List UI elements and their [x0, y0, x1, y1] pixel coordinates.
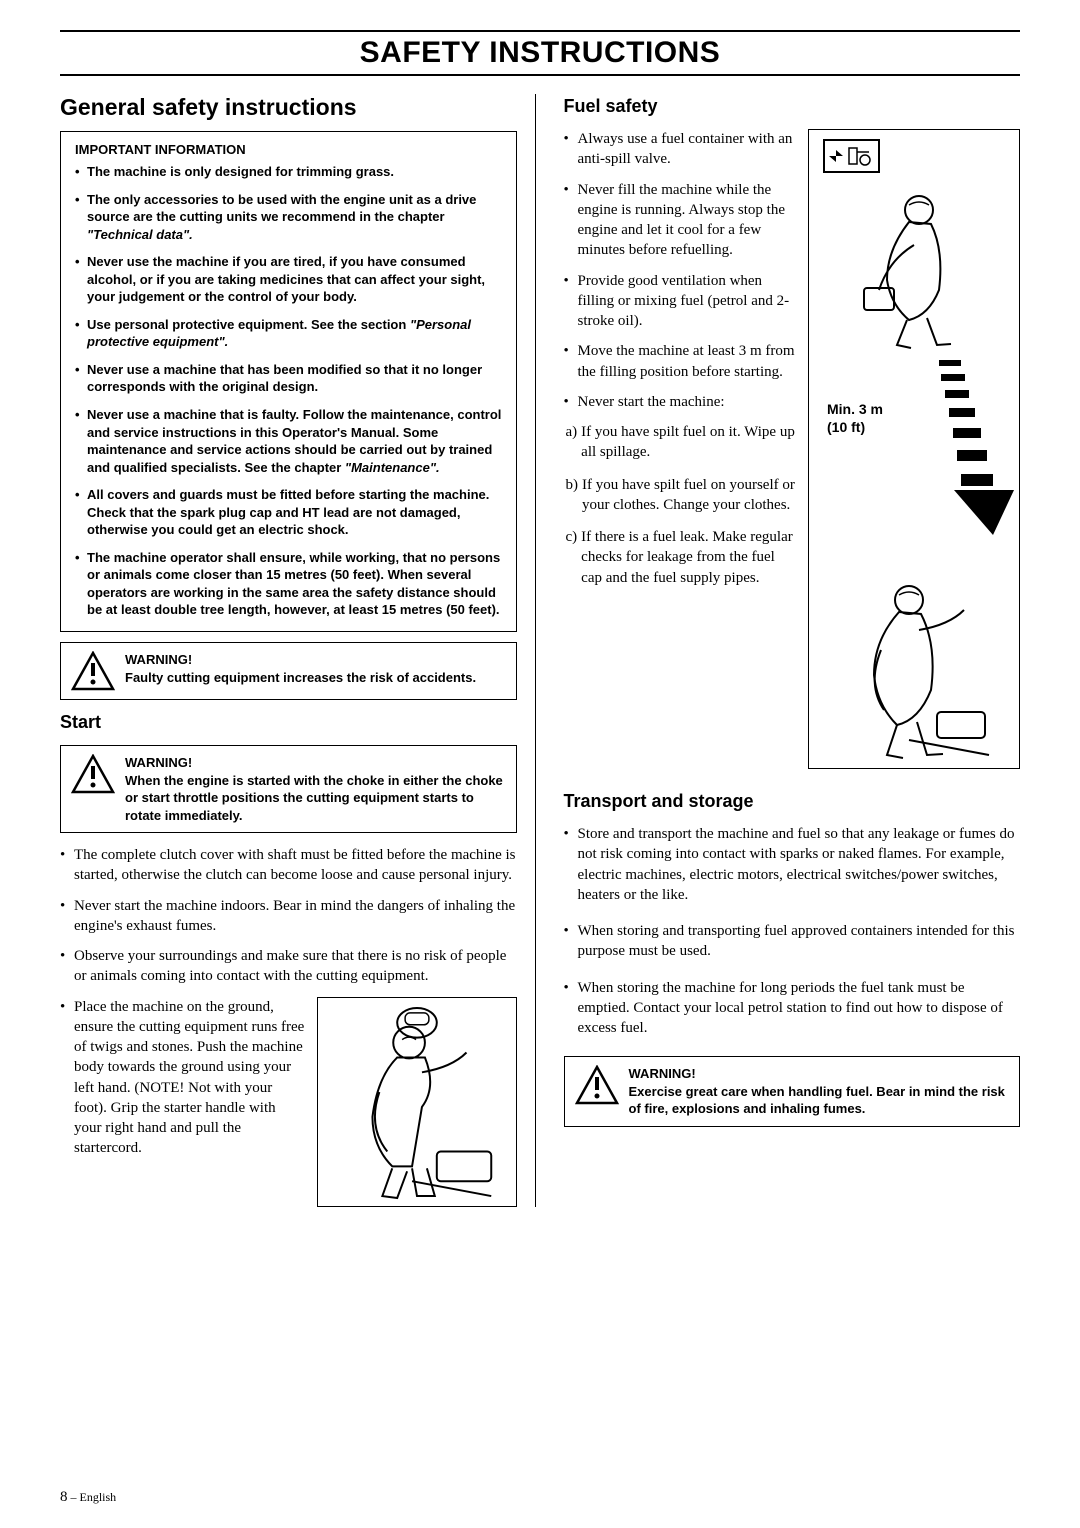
warning-box-fuel: WARNING! Exercise great care when handli… — [564, 1056, 1021, 1127]
fuel-list: Always use a fuel container with an anti… — [564, 129, 797, 412]
fuel-text-column: Always use a fuel container with an anti… — [564, 129, 797, 769]
start-item: Observe your surroundings and make sure … — [60, 946, 517, 987]
start-heading: Start — [60, 712, 517, 733]
fuel-item: Always use a fuel container with an anti… — [564, 129, 797, 170]
fuel-subitem: c)If there is a fuel leak. Make regular … — [564, 527, 797, 588]
warning-triangle-icon — [71, 754, 115, 794]
info-item: Use personal protective equipment. See t… — [75, 316, 502, 351]
start-item: Never start the machine indoors. Bear in… — [60, 896, 517, 937]
important-info-box: IMPORTANT INFORMATION The machine is onl… — [60, 131, 517, 632]
warning-triangle-icon — [71, 651, 115, 691]
person-starting-icon — [318, 997, 516, 1207]
transport-list: Store and transport the machine and fuel… — [564, 824, 1021, 1038]
info-item: Never use a machine that is faulty. Foll… — [75, 406, 502, 476]
fuel-subitem: a)If you have spilt fuel on it. Wipe up … — [564, 422, 797, 463]
right-column: Fuel safety Always use a fuel container … — [564, 94, 1021, 1207]
content-columns: General safety instructions IMPORTANT IN… — [60, 94, 1020, 1207]
start-illustration-row: Place the machine on the ground, ensure … — [60, 997, 517, 1207]
warning-text: WARNING! Exercise great care when handli… — [629, 1065, 1010, 1118]
fuel-subitem: b)If you have spilt fuel on yourself or … — [564, 475, 797, 516]
start-item: Place the machine on the ground, ensure … — [60, 997, 305, 1159]
top-rule — [60, 30, 1020, 32]
title-rule — [60, 74, 1020, 76]
warning-text: WARNING! When the engine is started with… — [125, 754, 506, 824]
start-illustration — [317, 997, 517, 1207]
left-column: General safety instructions IMPORTANT IN… — [60, 94, 536, 1207]
important-info-title: IMPORTANT INFORMATION — [75, 142, 502, 157]
info-item: The machine operator shall ensure, while… — [75, 549, 502, 619]
important-info-list: The machine is only designed for trimmin… — [75, 163, 502, 619]
warning-triangle-icon — [575, 1065, 619, 1105]
fuel-distance-diagram-icon — [809, 130, 1021, 770]
warning-text: WARNING! Faulty cutting equipment increa… — [125, 651, 476, 686]
fuel-item: Never start the machine: — [564, 392, 797, 412]
info-item: Never use the machine if you are tired, … — [75, 253, 502, 306]
info-item: The only accessories to be used with the… — [75, 191, 502, 244]
transport-item: When storing and transporting fuel appro… — [564, 921, 1021, 962]
fuel-safety-heading: Fuel safety — [564, 96, 1021, 117]
start-item: The complete clutch cover with shaft mus… — [60, 845, 517, 886]
transport-item: When storing the machine for long period… — [564, 978, 1021, 1039]
fuel-row: Always use a fuel container with an anti… — [564, 129, 1021, 769]
info-item: All covers and guards must be fitted bef… — [75, 486, 502, 539]
transport-heading: Transport and storage — [564, 791, 1021, 812]
warning-box-cutting: WARNING! Faulty cutting equipment increa… — [60, 642, 517, 700]
fuel-item: Never fill the machine while the engine … — [564, 180, 797, 261]
info-item: The machine is only designed for trimmin… — [75, 163, 502, 181]
fuel-item: Provide good ventilation when filling or… — [564, 271, 797, 332]
general-heading: General safety instructions — [60, 94, 517, 121]
fuel-illustration: Min. 3 m (10 ft) — [808, 129, 1020, 769]
fuel-sublist: a)If you have spilt fuel on it. Wipe up … — [564, 422, 797, 588]
start-list-wrap: Place the machine on the ground, ensure … — [60, 997, 305, 1169]
warning-box-choke: WARNING! When the engine is started with… — [60, 745, 517, 833]
page-footer: 8 – English — [60, 1489, 116, 1506]
page-title: SAFETY INSTRUCTIONS — [60, 36, 1020, 70]
info-item: Never use a machine that has been modifi… — [75, 361, 502, 396]
fuel-item: Move the machine at least 3 m from the f… — [564, 341, 797, 382]
transport-item: Store and transport the machine and fuel… — [564, 824, 1021, 905]
start-list: The complete clutch cover with shaft mus… — [60, 845, 517, 987]
fuel-distance-label: Min. 3 m (10 ft) — [827, 400, 883, 436]
